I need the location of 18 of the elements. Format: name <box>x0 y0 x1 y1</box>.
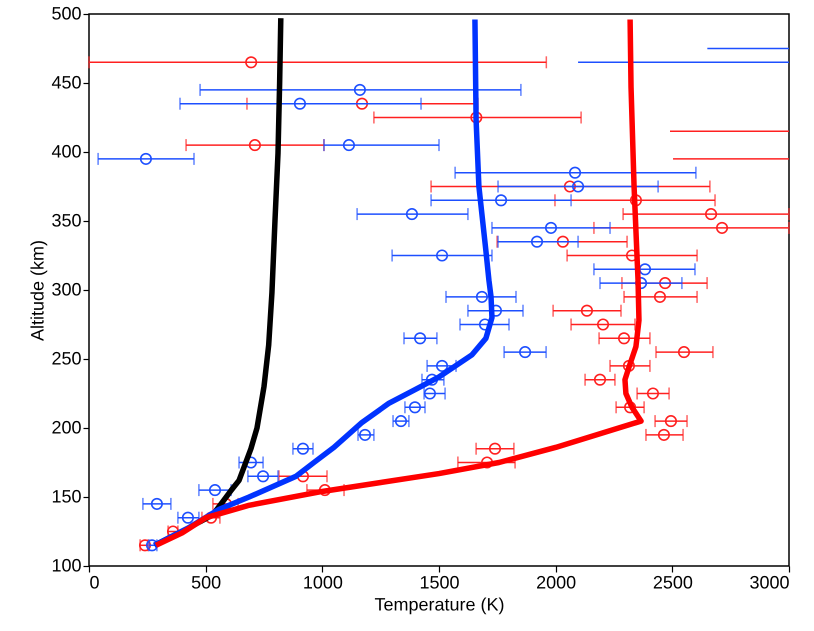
x-tick-label: 2500 <box>652 572 693 592</box>
x-tick-label: 2000 <box>536 572 576 592</box>
y-axis-title: Altitude (km) <box>27 240 48 342</box>
y-tick-label: 300 <box>51 280 82 300</box>
y-tick-label: 150 <box>51 486 82 506</box>
x-axis-title: Temperature (K) <box>374 594 505 614</box>
y-tick-label: 250 <box>51 348 82 368</box>
x-tick-label: 0 <box>90 572 100 592</box>
y-tick-label: 100 <box>51 556 82 576</box>
x-tick-label: 1000 <box>302 572 343 592</box>
y-tick-label: 350 <box>51 210 82 230</box>
x-tick-label: 500 <box>191 572 222 592</box>
y-tick-label: 200 <box>51 418 82 438</box>
y-tick-label: 400 <box>51 142 82 162</box>
y-tick-label: 500 <box>51 4 82 24</box>
y-tick-label: 450 <box>51 72 82 92</box>
x-tick-label: 1500 <box>419 572 460 592</box>
x-tick-label: 3000 <box>749 572 790 592</box>
